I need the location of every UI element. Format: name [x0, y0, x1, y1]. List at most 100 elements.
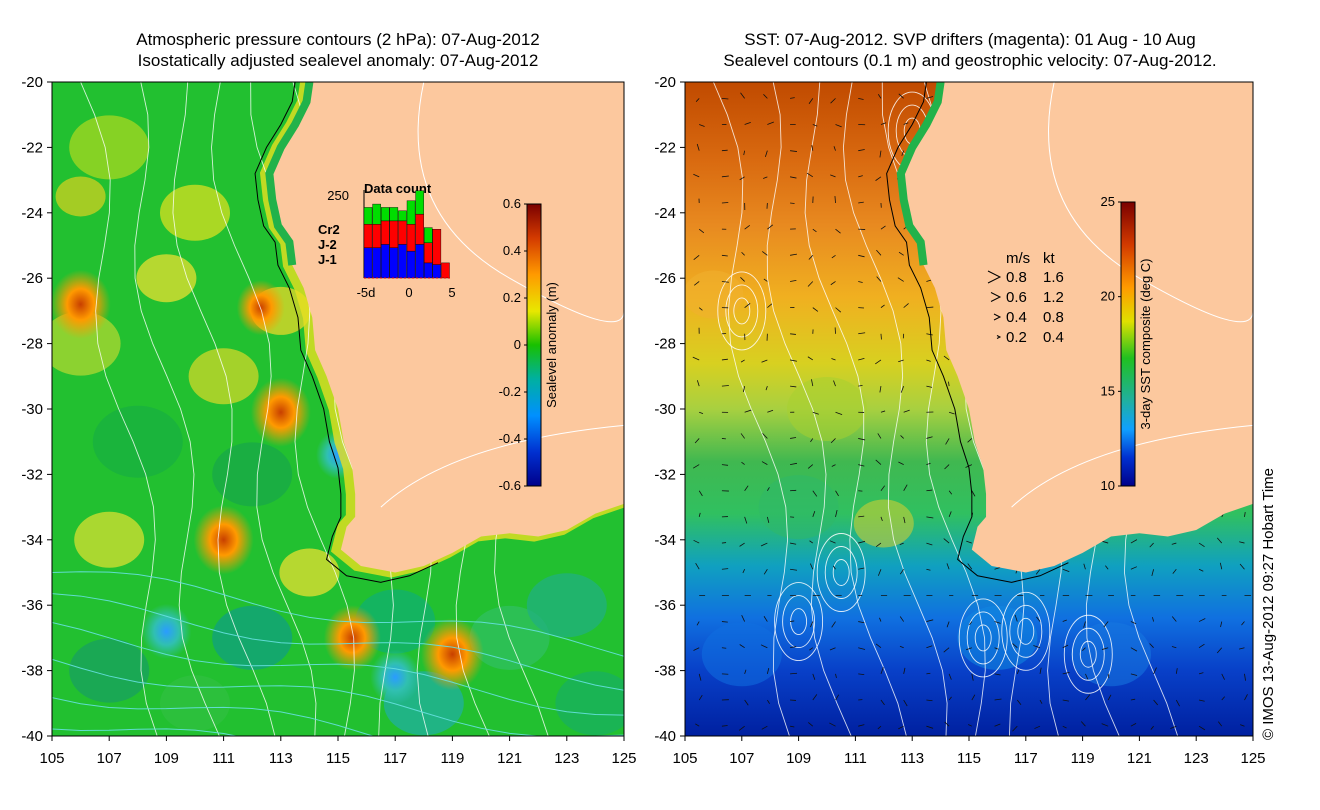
velocity-arrow	[830, 98, 836, 104]
velocity-arrow	[767, 121, 774, 125]
x-tick-label: 125	[611, 750, 636, 767]
velocity-arrow	[1198, 725, 1206, 731]
velocity-arrow	[943, 538, 950, 544]
velocity-arrow	[694, 438, 700, 444]
velocity-arrow	[835, 673, 837, 679]
inset-bar	[372, 247, 381, 279]
velocity-arrow	[767, 224, 774, 230]
velocity-arrow	[693, 539, 700, 544]
velocity-arrow	[1241, 621, 1245, 626]
velocity-arrow	[971, 694, 976, 701]
sla-high-anomaly	[236, 280, 285, 336]
velocity-arrow	[948, 381, 950, 387]
velocity-arrow	[898, 725, 904, 730]
velocity-arrow	[696, 380, 700, 387]
velocity-arrow	[880, 410, 886, 413]
velocity-arrow	[898, 251, 904, 256]
sst-patch	[758, 475, 839, 540]
velocity-arrow	[1172, 568, 1177, 574]
velocity-arrow	[969, 621, 973, 626]
velocity-arrow	[807, 281, 814, 287]
velocity-arrow	[903, 484, 908, 491]
velocity-arrow	[899, 569, 905, 575]
velocity-ms-value: 0.4	[1006, 309, 1027, 326]
velocity-arrow	[835, 124, 842, 128]
velocity-arrow	[1062, 644, 1069, 649]
velocity-arrow	[880, 485, 886, 491]
velocity-arrow	[858, 281, 863, 283]
velocity-arrow	[830, 174, 836, 178]
velocity-arrow	[809, 540, 814, 544]
cyan-pressure-contour	[52, 728, 239, 736]
inset-bar	[372, 203, 381, 225]
velocity-arrow	[740, 92, 745, 99]
velocity-arrow	[1171, 616, 1177, 622]
velocity-arrow	[764, 150, 768, 157]
velocity-arrow	[812, 411, 819, 415]
x-tick-label: 119	[1071, 750, 1095, 767]
inset-bar	[363, 247, 373, 279]
velocity-arrow	[968, 724, 973, 727]
velocity-arrow	[744, 699, 749, 706]
velocity-arrow	[944, 464, 950, 470]
velocity-arrow	[812, 490, 818, 497]
y-tick-label: -30	[654, 401, 676, 418]
velocity-arrow	[1239, 563, 1245, 570]
inset-bar	[363, 207, 373, 225]
velocity-arrow	[1035, 568, 1041, 575]
anomaly-blob	[69, 115, 150, 180]
velocity-arrow	[858, 97, 864, 100]
velocity-arrow	[698, 512, 701, 518]
shelf-contour	[886, 82, 1069, 583]
velocity-ms-value: 0.6	[1006, 289, 1027, 306]
velocity-arrow	[744, 121, 751, 125]
sla-high-anomaly	[323, 605, 381, 671]
map-content	[685, 82, 1253, 736]
credit-text: © IMOS 13-Aug-2012 09:27 Hobart Time	[1260, 468, 1277, 740]
velocity-arrow	[831, 254, 836, 259]
velocity-arrow	[835, 510, 838, 517]
velocity-arrow	[811, 145, 814, 151]
velocity-arrow	[858, 332, 866, 335]
x-tick-label: 105	[672, 750, 697, 767]
velocity-arrow	[693, 173, 700, 178]
anomaly-blob	[92, 405, 183, 478]
velocity-arrow	[1244, 694, 1248, 701]
velocity-arrow	[833, 380, 836, 387]
x-tick-label: 123	[554, 750, 579, 767]
x-tick-label: 125	[1240, 750, 1265, 767]
velocity-arrow	[1216, 537, 1223, 544]
sst-patch	[957, 605, 1038, 670]
velocity-arrow	[1014, 614, 1018, 622]
cyan-pressure-contour	[52, 697, 375, 736]
x-tick-label: 121	[1127, 750, 1152, 767]
velocity-arrow	[790, 568, 798, 571]
colorbar-tick-label: -0.4	[499, 431, 521, 446]
y-tick-label: -24	[21, 205, 43, 222]
velocity-arrow	[807, 356, 814, 361]
inset-bar	[398, 220, 407, 245]
velocity-arrow	[742, 386, 746, 393]
velocity-arrow	[948, 511, 952, 518]
x-tick-label: 123	[1184, 750, 1209, 767]
velocity-arrow	[760, 542, 768, 547]
inset-bar	[406, 224, 416, 252]
velocity-arrow	[901, 150, 905, 156]
velocity-arrow	[1239, 541, 1245, 544]
velocity-arrow	[926, 645, 933, 649]
cyan-pressure-contour	[52, 658, 624, 736]
velocity-kt-value: 1.6	[1043, 269, 1064, 286]
y-tick-label: -26	[21, 270, 43, 287]
colorbar-tick-label: 25	[1101, 194, 1115, 209]
inset-bar	[406, 200, 416, 225]
right-map-title: SST: 07-Aug-2012. SVP drifters (magenta)…	[680, 29, 1260, 71]
velocity-arrow	[858, 254, 865, 258]
landmass	[900, 82, 1253, 573]
velocity-arrow	[694, 281, 700, 286]
sst-colorbar: 25 20 15 10 3-day SST composite (deg C)	[1101, 194, 1153, 493]
velocity-arrow	[763, 94, 768, 99]
sla-high-anomaly	[420, 618, 484, 691]
velocity-arrow	[967, 438, 973, 443]
velocity-arrow	[1198, 542, 1205, 548]
velocity-arrow	[1033, 645, 1041, 649]
